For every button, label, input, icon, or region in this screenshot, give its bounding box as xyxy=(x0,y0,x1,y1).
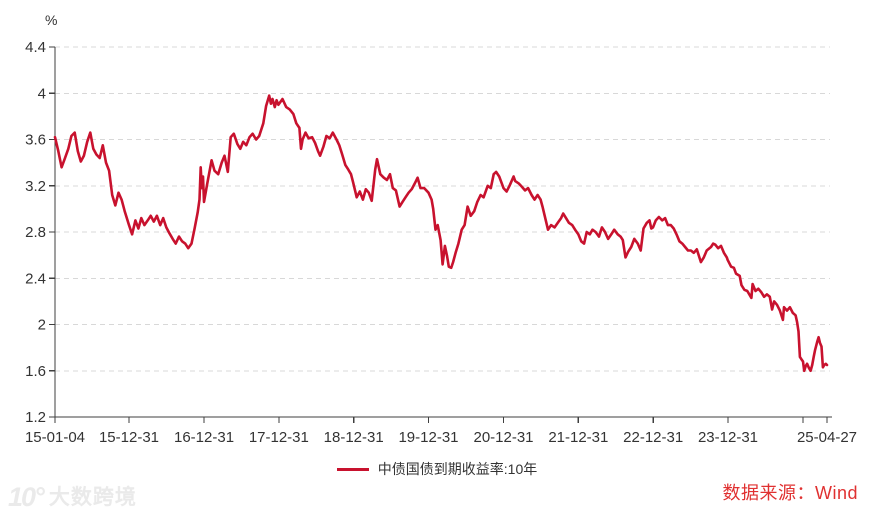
y-tick-label: 4 xyxy=(38,85,46,102)
watermark: 10° 大数跨境 xyxy=(8,482,137,512)
legend-label: 中债国债到期收益率:10年 xyxy=(377,461,538,477)
y-tick-label: 2.8 xyxy=(25,224,46,241)
x-tick-label: 23-12-31 xyxy=(698,429,758,446)
data-source-label: 数据来源：Wind xyxy=(722,483,858,503)
y-tick-label: 2 xyxy=(38,317,46,334)
y-axis-unit-label: % xyxy=(45,12,58,28)
y-tick-label: 3.2 xyxy=(25,178,46,195)
x-tick-label: 15-01-04 xyxy=(25,429,85,446)
x-tick-label: 17-12-31 xyxy=(249,429,309,446)
x-tick-label: 16-12-31 xyxy=(174,429,234,446)
x-tick-label: 22-12-31 xyxy=(623,429,683,446)
x-tick-label: 18-12-31 xyxy=(324,429,384,446)
y-tick-label: 3.6 xyxy=(25,132,46,149)
legend: 中债国债到期收益率:10年 xyxy=(0,459,874,479)
watermark-logo-icon: 10° xyxy=(8,482,45,512)
y-tick-label: 1.6 xyxy=(25,363,46,380)
watermark-text: 大数跨境 xyxy=(48,486,137,509)
x-tick-label: 21-12-31 xyxy=(548,429,608,446)
y-tick-label: 1.2 xyxy=(25,409,46,426)
x-tick-label: 25-04-27 xyxy=(797,429,857,446)
y-tick-label: 4.4 xyxy=(25,39,46,56)
y-tick-label: 2.4 xyxy=(25,270,46,287)
yield-line-series xyxy=(53,94,829,373)
x-tick-label: 15-12-31 xyxy=(99,429,159,446)
x-tick-label: 20-12-31 xyxy=(473,429,533,446)
legend-line-swatch xyxy=(336,467,369,471)
x-tick-label: 19-12-31 xyxy=(398,429,458,446)
